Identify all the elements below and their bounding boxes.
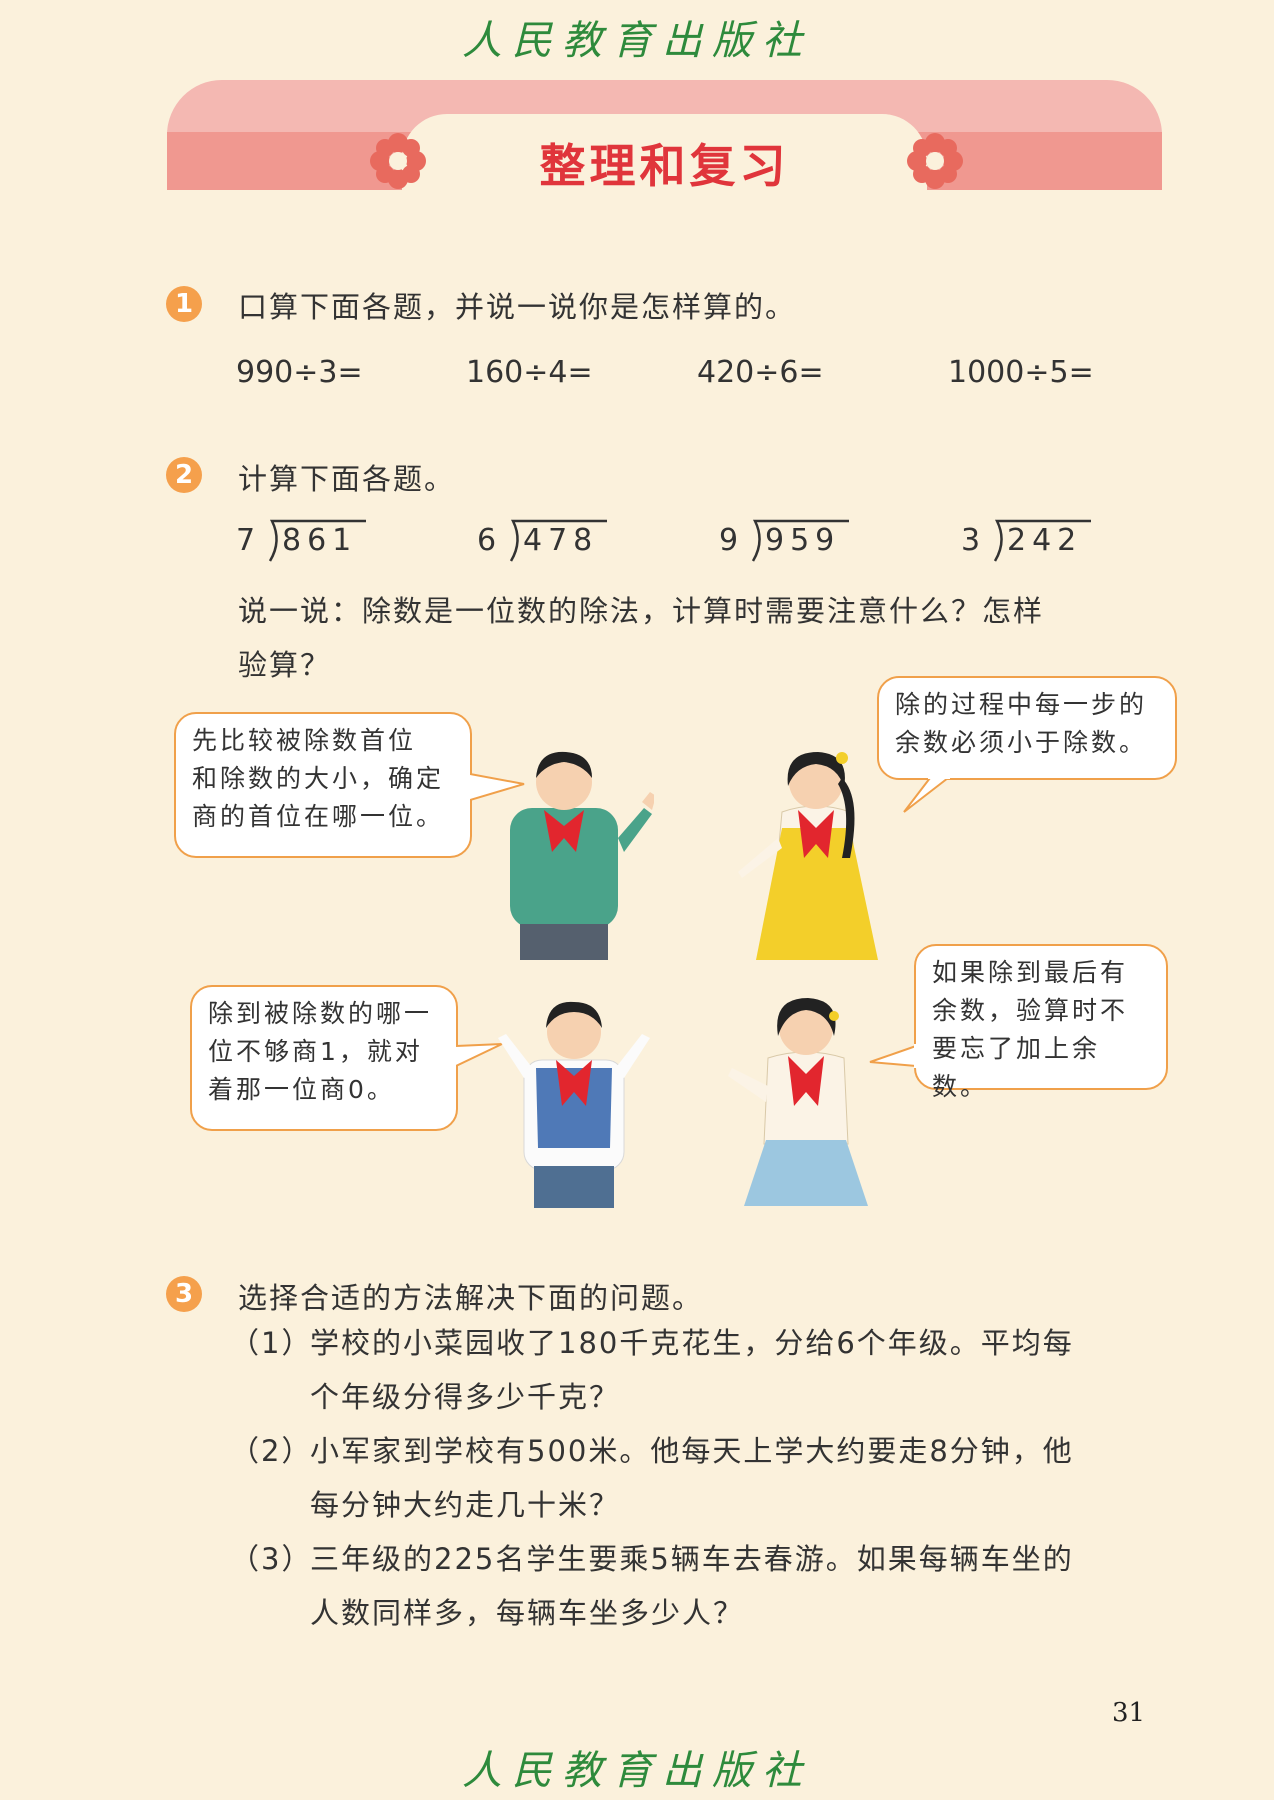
bubble-line: 位不够商1，就对 [208, 1037, 423, 1066]
divisor: 7 [236, 523, 256, 558]
word-problem-2: （2） 小军家到学校有500米。他每天上学大约要走8分钟，他 每分钟大约走几十米… [230, 1424, 1190, 1532]
bubble-line: 先比较被除数首位 [192, 726, 417, 755]
problem-2-badge: 2 [166, 457, 202, 493]
bubble-line: 除的过程中每一步的 [895, 690, 1148, 719]
bubble-line: 余数，验算时不 [932, 996, 1129, 1025]
bubble-line: 余数必须小于除数。 [895, 728, 1148, 757]
mental-math-expr-4: 1000÷5= [948, 355, 1094, 390]
dividend: 478 [523, 523, 599, 558]
word-problem-label: （2） [230, 1434, 313, 1468]
word-problem-line: 个年级分得多少千克？ [310, 1380, 621, 1414]
bubble-tail [869, 1044, 920, 1068]
publisher-logo-bottom: 人民教育出版社 [462, 1748, 812, 1794]
problem-1-badge: 1 [166, 286, 202, 322]
publisher-logo-top: 人民教育出版社 [462, 18, 812, 64]
boy-green-sweater-illustration [510, 751, 654, 960]
divisor: 6 [477, 523, 497, 558]
page-title: 整理和复习 [539, 139, 790, 193]
word-problem-text: 学校的小菜园收了180千克花生，分给6个年级。平均每 个年级分得多少千克？ [310, 1316, 1170, 1424]
bubble-line: 着那一位商0。 [208, 1075, 395, 1104]
word-problem-3: （3） 三年级的225名学生要乘5辆车去春游。如果每辆车坐的 人数同样多，每辆车… [230, 1532, 1190, 1640]
dividend: 861 [282, 523, 358, 558]
flower-ornament-icon [907, 133, 963, 189]
discussion-prompt-line-2: 验算？ [238, 648, 332, 682]
mental-math-expr-1: 990÷3= [236, 355, 363, 390]
word-problem-text: 小军家到学校有500米。他每天上学大约要走8分钟，他 每分钟大约走几十米？ [310, 1424, 1170, 1532]
bubble-tail [470, 773, 525, 801]
mental-math-expr-2: 160÷4= [466, 355, 593, 390]
word-problem-line: 人数同样多，每辆车坐多少人？ [310, 1596, 745, 1630]
page-number: 31 [1112, 1698, 1146, 1728]
word-problem-line: 学校的小菜园收了180千克花生，分给6个年级。平均每 [310, 1326, 1074, 1360]
bubble-line: 要忘了加上余数。 [932, 1034, 1101, 1101]
bubble-line: 除到被除数的哪一 [208, 999, 433, 1028]
problem-3-prompt: 选择合适的方法解决下面的问题。 [238, 1281, 704, 1315]
speech-bubble-bottom-left: 除到被除数的哪一 位不够商1，就对 着那一位商0。 [190, 985, 458, 1131]
flower-ornament-icon [370, 133, 426, 189]
mental-math-expr-3: 420÷6= [697, 355, 824, 390]
dividend: 242 [1007, 523, 1083, 558]
dividend: 959 [765, 523, 841, 558]
speech-bubble-top-left: 先比较被除数首位 和除数的大小，确定 商的首位在哪一位。 [174, 712, 472, 858]
bubble-line: 如果除到最后有 [932, 958, 1129, 987]
word-problem-1: （1） 学校的小菜园收了180千克花生，分给6个年级。平均每 个年级分得多少千克… [230, 1316, 1190, 1424]
girl-yellow-dress-illustration [738, 752, 878, 960]
word-problem-line: 三年级的225名学生要乘5辆车去春游。如果每辆车坐的 [310, 1542, 1074, 1576]
bubble-line: 和除数的大小，确定 [192, 764, 445, 793]
speech-bubble-top-right: 除的过程中每一步的 余数必须小于除数。 [877, 676, 1177, 780]
word-problem-text: 三年级的225名学生要乘5辆车去春游。如果每辆车坐的 人数同样多，每辆车坐多少人… [310, 1532, 1170, 1640]
problem-3-badge: 3 [166, 1276, 202, 1312]
boy-blue-vest-illustration [498, 1001, 650, 1208]
divisor: 3 [961, 523, 981, 558]
word-problem-line: 小军家到学校有500米。他每天上学大约要走8分钟，他 [310, 1434, 1074, 1468]
speech-bubble-bottom-right: 如果除到最后有 余数，验算时不 要忘了加上余数。 [914, 944, 1168, 1101]
divisor: 9 [719, 523, 739, 558]
word-problem-label: （1） [230, 1326, 313, 1360]
girl-white-blouse-illustration [728, 998, 868, 1206]
title-banner: 整理和复习 [167, 80, 1162, 204]
bubble-line: 商的首位在哪一位。 [192, 802, 445, 831]
problem-2-prompt: 计算下面各题。 [238, 462, 456, 496]
discussion-prompt-line-1: 说一说：除数是一位数的除法，计算时需要注意什么？怎样 [238, 594, 1045, 628]
problem-1-prompt: 口算下面各题，并说一说你是怎样算的。 [238, 290, 797, 324]
word-problem-label: （3） [230, 1542, 313, 1576]
bubble-tail [903, 776, 950, 813]
word-problem-line: 每分钟大约走几十米？ [310, 1488, 621, 1522]
